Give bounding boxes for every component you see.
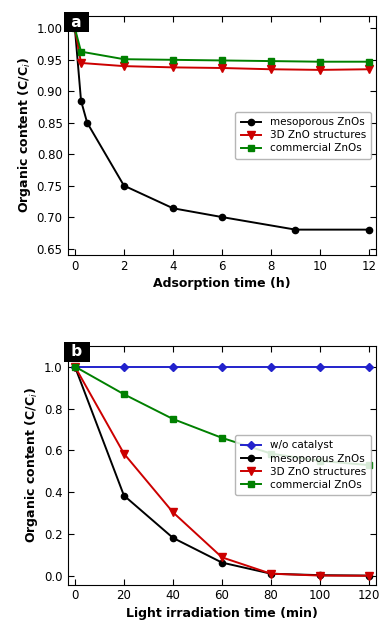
w/o catalyst xyxy=(220,363,224,370)
Text: b: b xyxy=(66,344,87,360)
commercial ZnOs xyxy=(171,56,175,64)
mesoporous ZnOs xyxy=(171,534,175,542)
w/o catalyst xyxy=(171,363,175,370)
Legend: mesoporous ZnOs, 3D ZnO structures, commercial ZnOs: mesoporous ZnOs, 3D ZnO structures, comm… xyxy=(235,112,371,159)
commercial ZnOs xyxy=(318,457,322,465)
3D ZnO structures xyxy=(220,554,224,561)
commercial ZnOs xyxy=(73,363,77,370)
Text: a: a xyxy=(66,15,87,30)
mesoporous ZnOs xyxy=(293,226,298,233)
Line: mesoporous ZnOs: mesoporous ZnOs xyxy=(72,25,372,233)
3D ZnO structures xyxy=(79,59,83,67)
commercial ZnOs xyxy=(269,450,273,458)
3D ZnO structures xyxy=(367,572,371,580)
Line: w/o catalyst: w/o catalyst xyxy=(72,363,372,370)
mesoporous ZnOs xyxy=(122,182,126,190)
w/o catalyst xyxy=(122,363,126,370)
commercial ZnOs xyxy=(171,415,175,423)
mesoporous ZnOs xyxy=(220,213,224,221)
3D ZnO structures xyxy=(318,66,322,74)
3D ZnO structures xyxy=(171,509,175,516)
mesoporous ZnOs xyxy=(85,119,90,126)
mesoporous ZnOs xyxy=(79,97,83,104)
commercial ZnOs xyxy=(73,25,77,32)
mesoporous ZnOs xyxy=(171,205,175,212)
commercial ZnOs xyxy=(318,58,322,66)
w/o catalyst xyxy=(269,363,273,370)
w/o catalyst xyxy=(73,363,77,370)
Y-axis label: Organic content (C/C$_i$): Organic content (C/C$_i$) xyxy=(15,58,32,213)
mesoporous ZnOs xyxy=(269,570,273,578)
commercial ZnOs xyxy=(122,391,126,398)
3D ZnO structures xyxy=(318,572,322,580)
3D ZnO structures xyxy=(73,25,77,32)
Line: 3D ZnO structures: 3D ZnO structures xyxy=(71,25,373,74)
w/o catalyst xyxy=(367,363,371,370)
w/o catalyst xyxy=(318,363,322,370)
mesoporous ZnOs xyxy=(122,492,126,499)
mesoporous ZnOs xyxy=(318,571,322,579)
Line: commercial ZnOs: commercial ZnOs xyxy=(72,25,372,65)
mesoporous ZnOs xyxy=(220,559,224,566)
Line: commercial ZnOs: commercial ZnOs xyxy=(72,363,372,468)
3D ZnO structures xyxy=(269,66,273,73)
3D ZnO structures xyxy=(73,363,77,370)
mesoporous ZnOs xyxy=(367,226,371,233)
Line: mesoporous ZnOs: mesoporous ZnOs xyxy=(72,363,372,579)
Legend: w/o catalyst, mesoporous ZnOs, 3D ZnO structures, commercial ZnOs: w/o catalyst, mesoporous ZnOs, 3D ZnO st… xyxy=(235,435,371,495)
3D ZnO structures xyxy=(122,63,126,70)
3D ZnO structures xyxy=(367,66,371,73)
commercial ZnOs xyxy=(79,48,83,56)
commercial ZnOs xyxy=(367,58,371,66)
commercial ZnOs xyxy=(220,434,224,442)
Y-axis label: Organic content (C/C$_i$): Organic content (C/C$_i$) xyxy=(23,387,40,543)
mesoporous ZnOs xyxy=(367,572,371,580)
commercial ZnOs xyxy=(367,461,371,469)
mesoporous ZnOs xyxy=(73,25,77,32)
mesoporous ZnOs xyxy=(73,363,77,370)
Line: 3D ZnO structures: 3D ZnO structures xyxy=(71,363,373,580)
commercial ZnOs xyxy=(269,58,273,65)
commercial ZnOs xyxy=(220,57,224,64)
commercial ZnOs xyxy=(122,56,126,63)
3D ZnO structures xyxy=(171,64,175,71)
3D ZnO structures xyxy=(220,64,224,72)
X-axis label: Light irradiation time (min): Light irradiation time (min) xyxy=(126,607,318,619)
X-axis label: Adsorption time (h): Adsorption time (h) xyxy=(153,277,291,290)
3D ZnO structures xyxy=(269,570,273,578)
3D ZnO structures xyxy=(122,450,126,458)
